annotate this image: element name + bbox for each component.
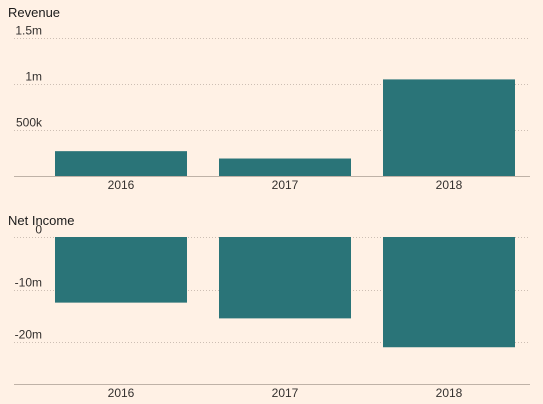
net-income-y-tick-label: -20m <box>15 328 42 342</box>
net-income-chart-title: Net Income <box>8 213 74 228</box>
revenue-chart-title: Revenue <box>8 5 60 20</box>
net-income-bar-2016 <box>55 237 187 303</box>
revenue-bar-2017 <box>219 158 351 176</box>
revenue-x-tick-label: 2018 <box>436 178 463 192</box>
revenue-chart: Revenue 500k 1m 1.5m 2016 2017 2018 <box>8 5 530 192</box>
net-income-y-tick-label: 0 <box>35 223 42 237</box>
net-income-x-tick-label: 2018 <box>436 386 463 400</box>
net-income-bar-2017 <box>219 237 351 319</box>
revenue-bar-2018 <box>383 79 515 176</box>
net-income-x-tick-label: 2017 <box>272 386 299 400</box>
revenue-y-tick-label: 1.5m <box>15 24 42 38</box>
net-income-y-tick-label: -10m <box>15 276 42 290</box>
net-income-chart: Net Income 0 -10m -20m 2016 2017 2018 <box>8 213 530 400</box>
revenue-y-tick-label: 1m <box>25 70 42 84</box>
revenue-x-tick-label: 2016 <box>108 178 135 192</box>
revenue-y-tick-label: 500k <box>16 116 43 130</box>
revenue-bar-2016 <box>55 151 187 176</box>
net-income-bar-2018 <box>383 237 515 348</box>
net-income-x-tick-label: 2016 <box>108 386 135 400</box>
revenue-x-tick-label: 2017 <box>272 178 299 192</box>
